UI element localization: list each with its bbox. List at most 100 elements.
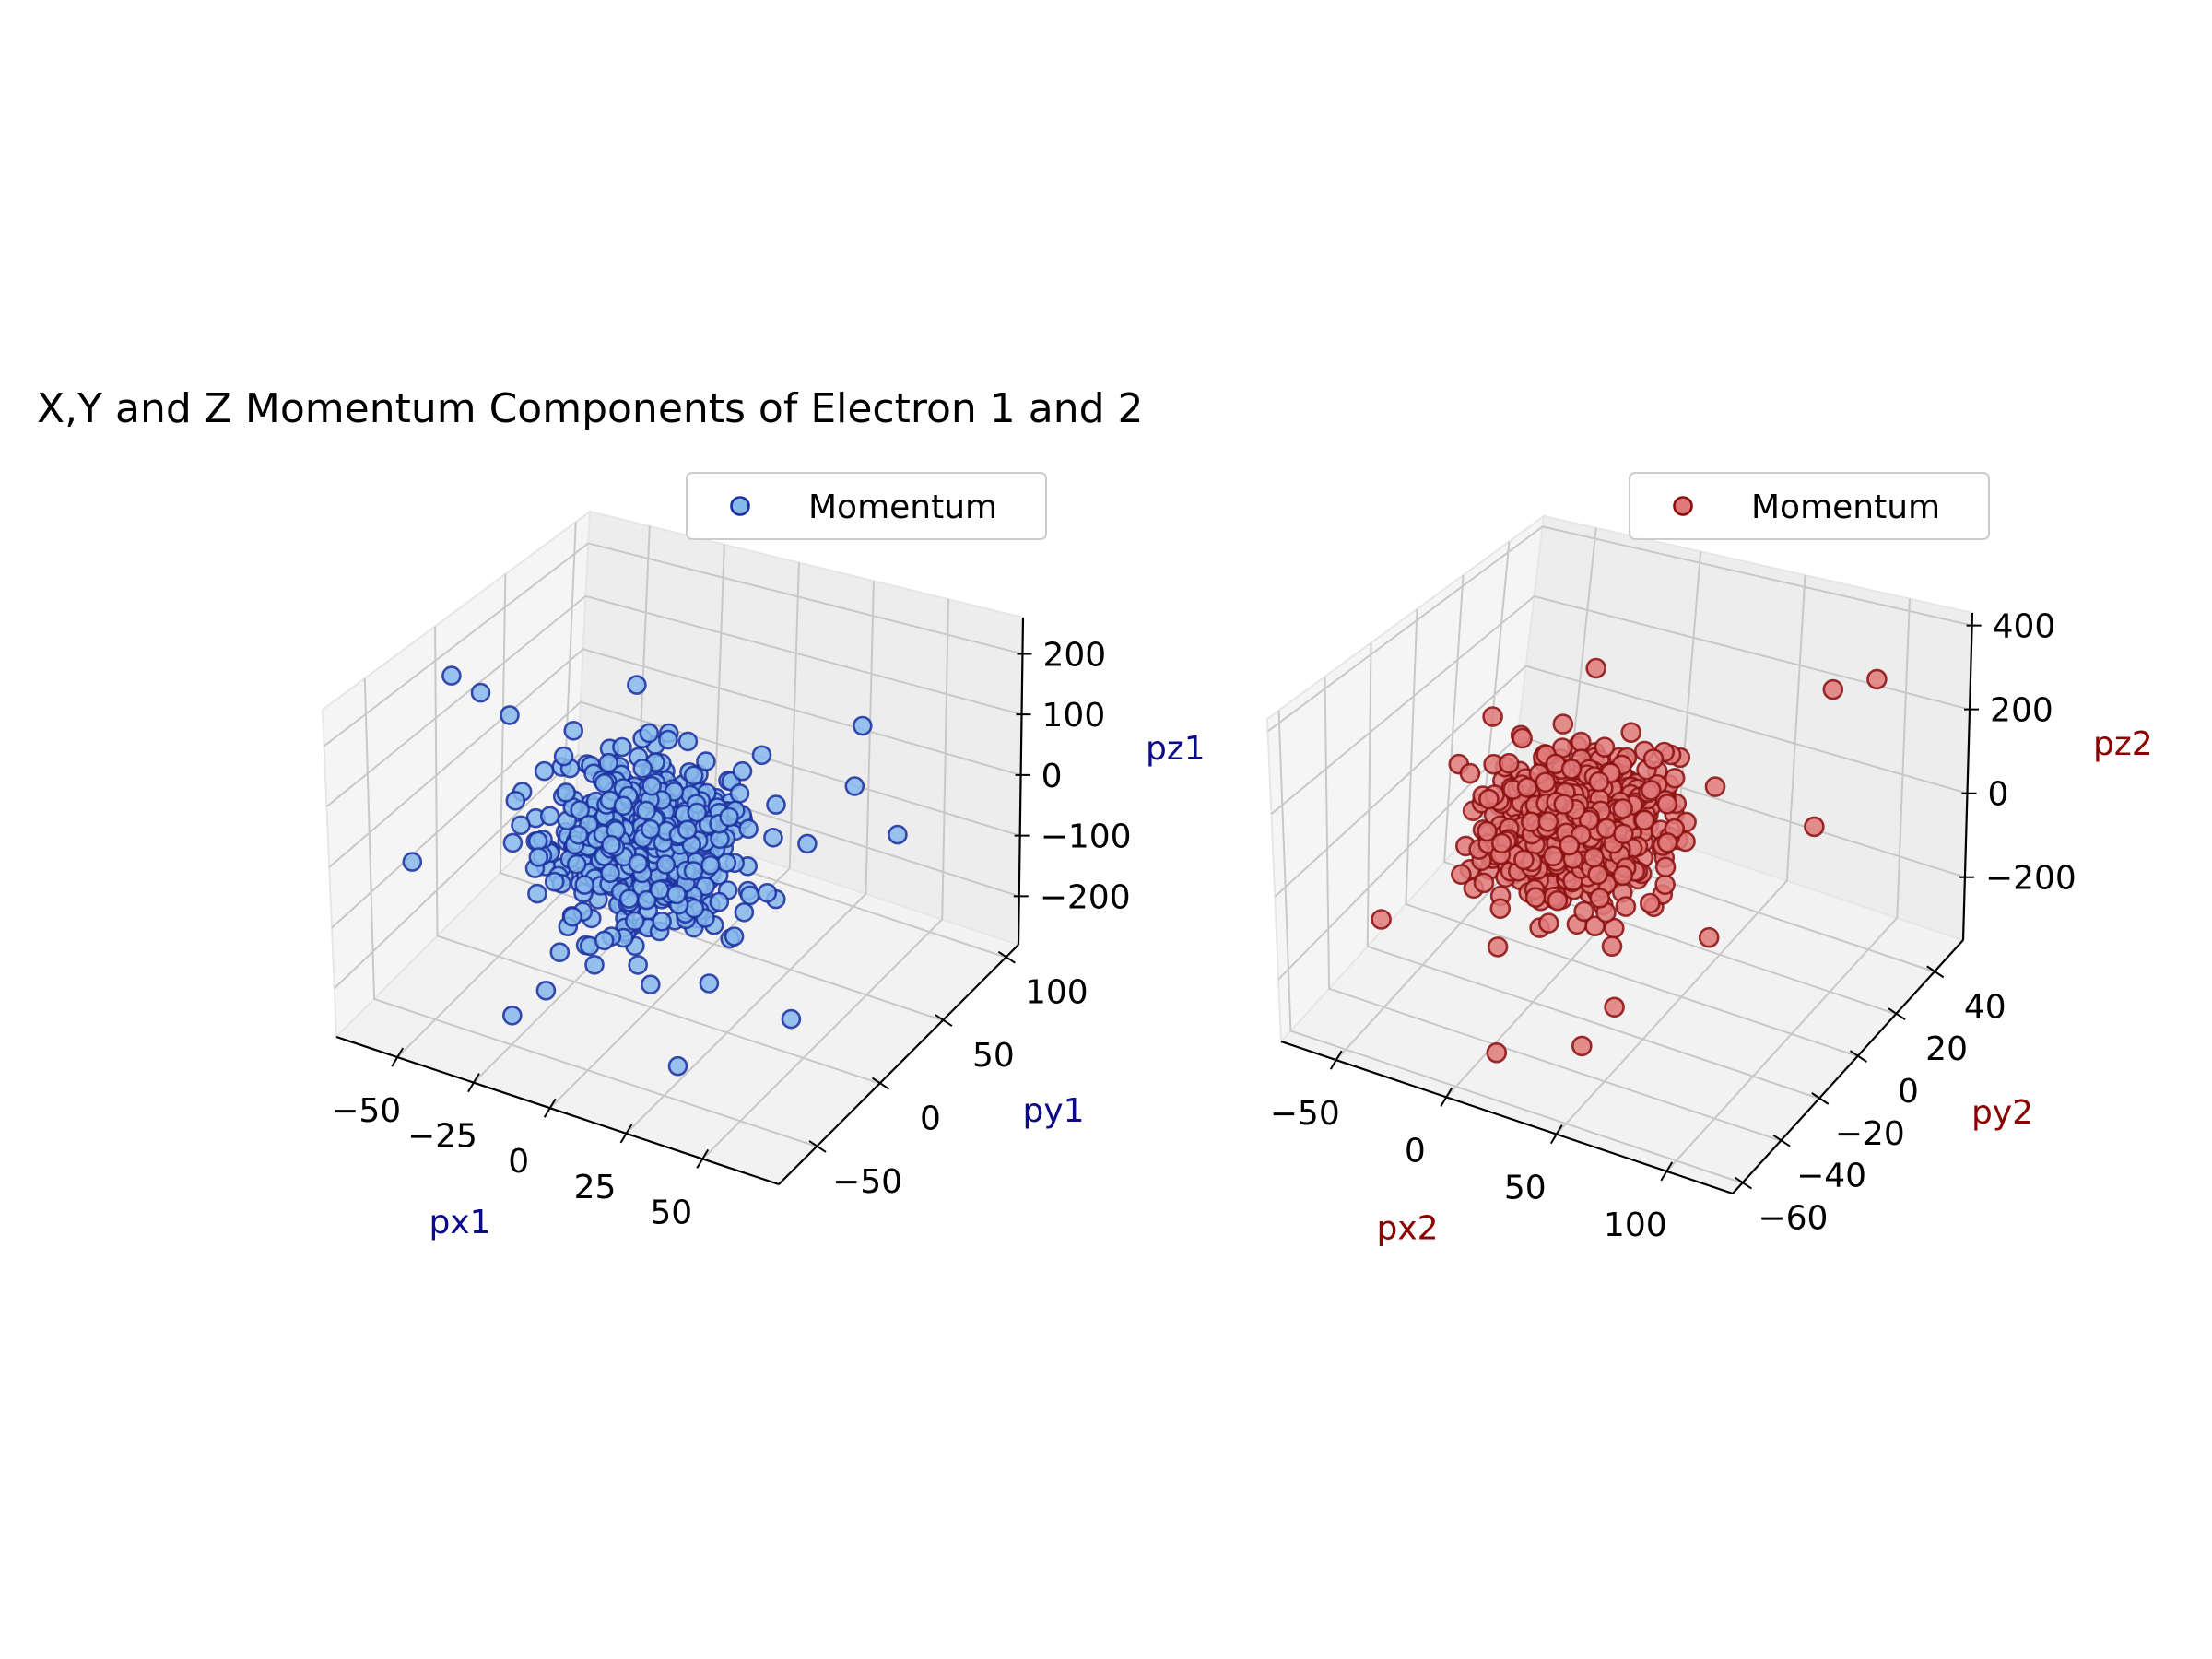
grid-line-z	[1266, 525, 1972, 733]
x-tick	[391, 1047, 405, 1067]
z-tick-label: −100	[1041, 818, 1132, 856]
z-tick-label: 100	[1042, 697, 1106, 735]
data-point	[1478, 788, 1500, 810]
x-tick	[1660, 1161, 1674, 1182]
data-point	[1451, 864, 1472, 886]
data-point	[888, 824, 908, 845]
x-tick-label: −25	[407, 1118, 477, 1156]
y-tick-label: 100	[1025, 974, 1088, 1012]
y-tick-label: 50	[972, 1037, 1015, 1075]
data-point	[763, 827, 783, 848]
data-point	[797, 833, 818, 854]
y-tick	[1926, 965, 1945, 979]
data-point	[757, 882, 778, 903]
x-tick	[1549, 1124, 1563, 1145]
data-point	[632, 758, 653, 779]
x-tick-label: 25	[574, 1169, 617, 1206]
data-point	[751, 745, 772, 766]
data-point	[1535, 771, 1557, 794]
grid-line-x	[549, 562, 800, 1109]
data-point	[624, 911, 645, 932]
data-point	[1594, 736, 1616, 759]
grid-line-z	[328, 648, 1021, 868]
z-tick-label: 0	[1041, 758, 1063, 795]
x-tick-label: 0	[508, 1143, 529, 1181]
x-tick-label: −50	[331, 1092, 401, 1130]
z-tick-label: −200	[1040, 878, 1131, 916]
data-point	[1490, 832, 1512, 854]
data-point	[719, 806, 739, 828]
data-point	[562, 906, 583, 927]
data-point	[470, 682, 491, 703]
data-point	[1804, 816, 1825, 838]
legend-marker	[730, 496, 750, 516]
data-point	[652, 911, 672, 932]
data-point	[1588, 771, 1610, 793]
y-tick	[935, 1014, 953, 1027]
z-axis-line	[1961, 612, 1974, 941]
grid-line-y	[1277, 710, 1743, 1184]
data-point	[1477, 820, 1498, 842]
data-point	[598, 752, 619, 773]
data-point	[1585, 657, 1606, 679]
data-point	[1601, 935, 1623, 957]
data-point	[1552, 713, 1574, 735]
data-point	[683, 765, 704, 786]
data-point	[677, 819, 698, 841]
data-point	[1612, 865, 1634, 887]
scatter-points	[402, 665, 908, 1077]
y-tick	[1849, 1050, 1867, 1063]
grid-line-z	[325, 594, 1022, 807]
x-tick	[1329, 1050, 1343, 1070]
data-point	[534, 760, 555, 782]
data-point	[539, 806, 560, 827]
data-point	[627, 675, 647, 695]
data-point	[570, 800, 591, 820]
data-point	[1560, 758, 1583, 780]
data-point	[535, 981, 557, 1001]
x-tick	[1440, 1087, 1453, 1107]
legend-label: Momentum	[1751, 488, 1940, 526]
y-tick-label: −50	[832, 1163, 902, 1201]
grid-line-z	[334, 753, 1020, 990]
data-point	[505, 790, 526, 811]
data-point	[699, 973, 720, 994]
data-point	[1516, 777, 1538, 798]
data-point	[1489, 898, 1512, 920]
data-point	[574, 875, 595, 895]
grid-line-y	[1443, 575, 1897, 1016]
data-point	[781, 1008, 802, 1030]
grid-line-y	[499, 573, 944, 1022]
z-tick-label: 200	[1990, 692, 2053, 730]
data-point	[1559, 834, 1580, 856]
data-point	[1547, 889, 1569, 912]
data-point	[1513, 849, 1535, 871]
data-point	[1583, 846, 1605, 868]
data-point	[1656, 794, 1678, 815]
data-point	[1866, 668, 1888, 690]
y-axis-line	[1732, 939, 1964, 1194]
data-point	[612, 736, 632, 758]
data-point	[666, 884, 687, 905]
y-tick	[1772, 1134, 1791, 1147]
data-point	[556, 782, 576, 803]
grid-line-z	[324, 542, 1023, 747]
data-point	[641, 775, 662, 796]
grid-line-y	[363, 678, 818, 1147]
data-point	[1538, 912, 1559, 934]
data-point	[640, 974, 661, 994]
data-point	[766, 794, 786, 815]
data-point	[549, 942, 571, 962]
data-point	[739, 885, 760, 906]
data-point	[600, 863, 620, 884]
data-point	[1524, 887, 1547, 909]
data-point	[844, 776, 865, 796]
data-point	[1642, 748, 1665, 770]
data-point	[1634, 809, 1655, 831]
data-point	[1613, 823, 1634, 845]
data-point	[1615, 896, 1637, 917]
y-tick-label: 20	[1925, 1030, 1968, 1068]
data-point	[677, 731, 699, 752]
data-point	[601, 834, 621, 855]
z-axis-line	[1017, 617, 1025, 946]
